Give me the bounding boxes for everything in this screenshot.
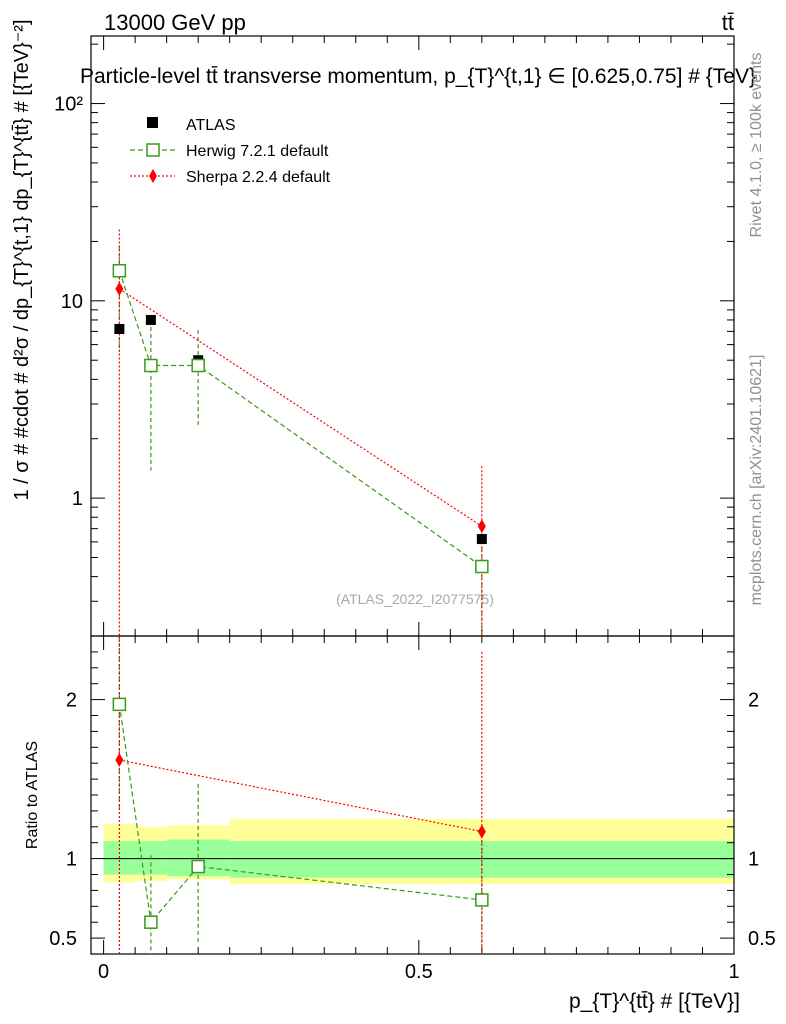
legend-herwig-marker xyxy=(146,143,160,157)
herwig-marker xyxy=(191,358,205,373)
sherpa-ratio-marker xyxy=(115,753,124,768)
legend-atlas-label: ATLAS xyxy=(186,117,236,134)
ratio-y-tick-label: 2 xyxy=(66,690,77,712)
ratio-y-tick-label: 1 xyxy=(66,849,77,871)
analysis-watermark: (ATLAS_2022_I2077575) xyxy=(336,591,494,607)
herwig-ratio-marker xyxy=(112,697,127,712)
sherpa-marker xyxy=(115,281,124,296)
header-energy-label: 13000 GeV pp xyxy=(104,10,246,35)
x-tick-label: 0 xyxy=(98,961,109,983)
sherpa-ratio-marker xyxy=(477,824,486,839)
x-axis-title: p_{T}^{tt̄} # [{TeV}] xyxy=(569,990,740,1013)
legend-atlas-marker xyxy=(147,117,158,128)
legend-sherpa-marker xyxy=(149,169,157,183)
sherpa-line xyxy=(119,288,483,527)
herwig-line xyxy=(118,270,483,568)
main-y-tick-label: 10 xyxy=(61,291,83,313)
ratio-y-axis-title: Ratio to ATLAS xyxy=(24,741,41,849)
x-axis: 0 0.5 1 xyxy=(98,36,740,983)
herwig-marker xyxy=(475,559,489,574)
x-tick-label: 0.5 xyxy=(405,961,433,983)
ratio-y-tick-label-right: 0.5 xyxy=(748,928,776,950)
sherpa-marker xyxy=(477,519,486,534)
herwig-ratio-line xyxy=(118,704,482,924)
main-y-axis-title: 1 / σ # #cdot # d²σ / dp_{T}^{t,1} dp_{T… xyxy=(11,19,33,500)
legend-sherpa-label: Sherpa 2.2.4 default xyxy=(186,169,331,186)
mcplots-label: mcplots.cern.ch [arXiv:2401.10621] xyxy=(748,355,765,606)
ratio-y-tick-label-right: 2 xyxy=(748,690,759,712)
herwig-ratio-marker xyxy=(191,859,205,874)
legend: ATLAS Herwig 7.2.1 default Sherpa 2.2.4 … xyxy=(130,117,331,186)
herwig-ratio-marker xyxy=(144,915,158,929)
ratio-panel-frame xyxy=(90,635,735,955)
main-y-tick-label: 1 xyxy=(72,488,83,510)
ratio-y-tick-label-right: 1 xyxy=(748,849,759,871)
main-series-layer xyxy=(112,229,489,636)
chart-title: Particle-level tt̄ transverse momentum, … xyxy=(80,65,756,88)
atlas-data-point xyxy=(145,314,156,325)
atlas-data-point xyxy=(476,534,487,545)
ratio-y-tick-label: 0.5 xyxy=(49,928,77,950)
atlas-data-point xyxy=(114,323,125,334)
herwig-ratio-marker xyxy=(475,893,489,907)
herwig-marker xyxy=(112,264,127,278)
x-tick-label: 1 xyxy=(728,961,739,983)
header-process-label: tt̄ xyxy=(722,10,734,35)
main-y-tick-label: 10² xyxy=(54,94,83,116)
ratio-series-layer xyxy=(112,636,489,954)
herwig-marker xyxy=(144,358,158,373)
main-y-axis: 1 10 10² xyxy=(54,43,734,637)
rivet-version-label: Rivet 4.1.0, ≥ 100k events xyxy=(748,53,765,238)
legend-herwig-label: Herwig 7.2.1 default xyxy=(186,143,329,160)
sherpa-ratio-line xyxy=(119,759,482,833)
ratio-y-axis: 0.5 0.5 1 1 2 2 xyxy=(49,651,776,950)
